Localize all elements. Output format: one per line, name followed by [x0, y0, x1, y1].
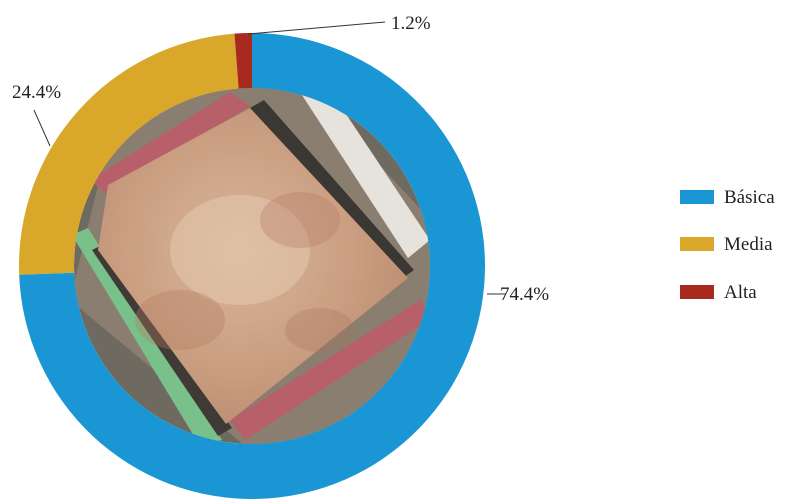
legend-item-basica: Básica — [680, 187, 775, 208]
legend-label-media: Media — [724, 234, 773, 255]
center-photo — [74, 88, 430, 444]
data-label-media: 24.4% — [12, 82, 61, 103]
segment-alta — [234, 33, 252, 89]
legend-item-media: Media — [680, 234, 773, 255]
segment-media — [18, 33, 239, 275]
legend-swatch-media — [680, 237, 714, 251]
donut-segments — [18, 33, 486, 499]
data-label-alta: 1.2% — [391, 13, 431, 34]
legend-label-basica: Básica — [724, 187, 775, 208]
legend-swatch-basica — [680, 190, 714, 204]
legend-item-alta: Alta — [680, 282, 757, 303]
legend: Básica Media Alta — [680, 187, 775, 303]
leader-line-media — [33, 109, 51, 147]
data-label-basica: 74.4% — [500, 284, 549, 305]
leader-line-alta — [247, 21, 386, 35]
legend-swatch-alta — [680, 285, 714, 299]
legend-label-alta: Alta — [724, 282, 757, 303]
